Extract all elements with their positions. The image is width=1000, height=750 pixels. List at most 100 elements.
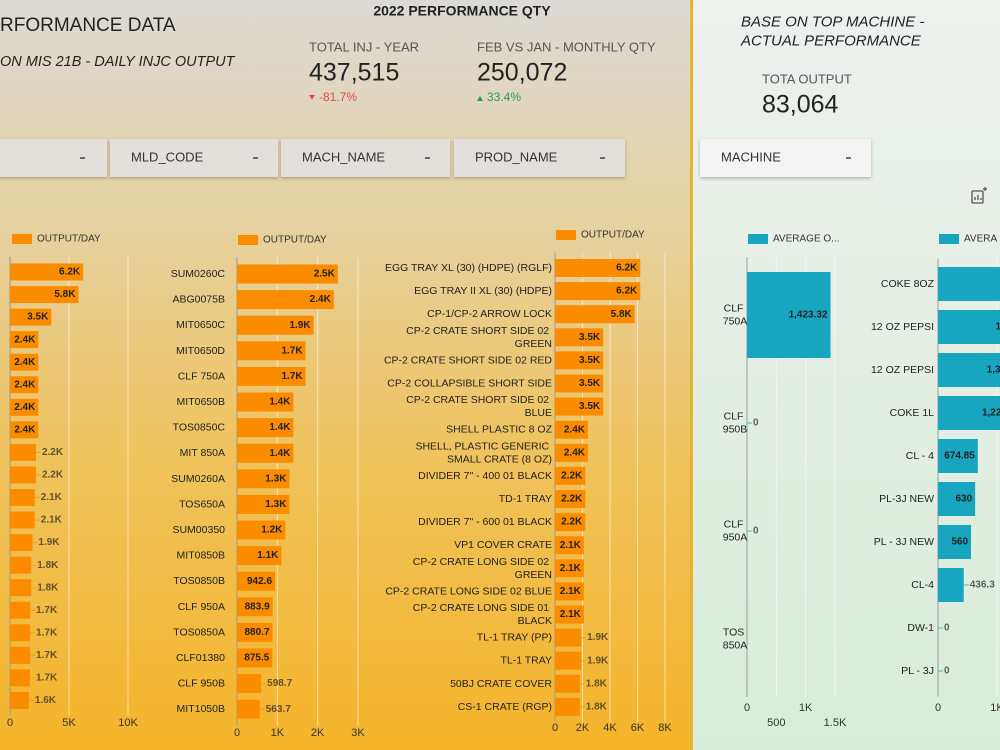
bar <box>237 341 306 361</box>
category-label: CLF 950A <box>178 601 225 613</box>
legend-swatch <box>939 234 959 244</box>
dropdown-label: MLD_CODE <box>131 149 204 164</box>
value-label: 1,300 <box>987 365 1000 376</box>
x-tick-label: 0 <box>552 722 558 734</box>
x-tick-label: 0 <box>7 717 13 729</box>
value-label: 2.4K <box>564 447 586 458</box>
bar <box>555 328 604 347</box>
panel-divider <box>690 0 693 750</box>
category-label: CLF 950B <box>723 410 748 435</box>
category-label: 12 OZ PEPSI <box>871 321 934 333</box>
bar <box>555 351 604 370</box>
value-label: 1.8K <box>586 702 608 713</box>
x-tick-label: 1K <box>990 702 1000 714</box>
bar <box>555 628 582 647</box>
value-label: 2.1K <box>41 515 63 526</box>
legend-swatch <box>238 235 258 245</box>
category-label: CP-2 CRATE SHORT SIDE 02 RED <box>384 354 552 366</box>
value-label: 1.4K <box>269 422 291 433</box>
category-label: MIT0650C <box>176 319 225 331</box>
bar <box>555 536 584 555</box>
bar <box>555 490 586 508</box>
bar <box>555 582 584 601</box>
x-tick-label: 0 <box>234 727 240 739</box>
bar <box>10 601 31 619</box>
value-label: 1.3K <box>265 473 287 484</box>
category-label: CP-2 CRATE SHORT SIDE 02 GREEN <box>406 325 552 350</box>
category-label: CP-2 CRATE SHORT SIDE 02 BLUE <box>406 394 552 419</box>
chart-icon[interactable] <box>971 187 987 204</box>
kpi-label: TOTAL INJ - YEAR <box>309 39 419 54</box>
kpi-delta-text: -81.7% <box>319 90 357 104</box>
category-label: CP-2 COLLAPSIBLE SHORT SIDE <box>387 377 552 389</box>
category-label: 12 OZ PEPSI <box>871 364 934 376</box>
bar <box>10 308 52 326</box>
filter-dropdown[interactable] <box>0 139 107 177</box>
category-label: PL - 3J NEW <box>874 536 934 548</box>
legend-swatch <box>748 234 768 244</box>
value-label: 1.9K <box>587 632 609 643</box>
value-label: 3.5K <box>579 401 601 412</box>
bar <box>555 397 604 416</box>
bar <box>10 376 39 394</box>
dropdown-box <box>454 139 625 177</box>
category-label: TOS650A <box>179 498 225 510</box>
dropdown-label: MACHINE <box>721 149 781 164</box>
bar <box>10 466 36 484</box>
dashboard-subtitle: ON MIS 21B - DAILY INJC OUTPUT <box>0 54 236 70</box>
category-label: 50BJ CRATE COVER <box>450 678 552 690</box>
category-label: CP-2 CRATE LONG SIDE 02 BLUE <box>385 585 552 597</box>
bar <box>938 525 972 559</box>
filter-dropdown[interactable]: MACHINE <box>700 139 871 177</box>
category-label: SHELL PLASTIC 8 OZ <box>446 423 552 435</box>
bar <box>555 374 604 393</box>
bar <box>237 392 294 412</box>
value-label: 1.9K <box>290 320 312 331</box>
x-tick-label: 0 <box>935 702 941 714</box>
bar <box>237 699 260 719</box>
value-label: 1,423.32 <box>789 310 828 321</box>
bar <box>237 443 294 463</box>
bar <box>10 691 29 709</box>
kpi-delta: 33.4% <box>477 90 521 104</box>
filter-dropdown[interactable]: PROD_NAME <box>454 139 625 177</box>
category-label: CL - 4 <box>906 450 934 462</box>
category-label: SUM0260C <box>171 268 226 280</box>
category-label: MIT0650D <box>176 345 225 357</box>
bar <box>237 264 338 284</box>
legend-label: OUTPUT/DAY <box>581 230 645 241</box>
category-label: DW-1 <box>907 622 934 634</box>
value-label: 2.2K <box>561 517 583 528</box>
value-label: 1.4K <box>269 397 291 408</box>
category-label: CLF 950A <box>723 518 748 543</box>
bar <box>10 646 31 664</box>
filter-dropdown[interactable]: MACH_NAME <box>281 139 450 177</box>
value-label: 1.3K <box>265 499 287 510</box>
bar <box>237 571 276 591</box>
value-label: 2.4K <box>14 357 36 368</box>
value-label: 875.5 <box>244 653 269 664</box>
bar <box>10 624 31 642</box>
bar <box>10 579 32 597</box>
bar <box>555 466 586 485</box>
category-label: COKE 8OZ <box>881 278 935 290</box>
bar <box>237 546 282 566</box>
filter-dropdown[interactable]: MLD_CODE <box>110 139 278 177</box>
value-label: 942.6 <box>247 576 272 587</box>
x-tick-label: 4K <box>603 722 617 734</box>
dropdown-label: PROD_NAME <box>475 149 558 164</box>
value-label: 3.5K <box>27 312 49 323</box>
x-tick-label: 8K <box>658 722 672 734</box>
legend-label: AVERAGE O... <box>773 234 840 245</box>
x-tick-label: 500 <box>767 717 785 729</box>
bar <box>938 439 978 473</box>
bar <box>555 674 580 693</box>
bar <box>555 259 641 277</box>
value-label: 630 <box>955 494 972 505</box>
bar <box>10 421 39 439</box>
bar <box>237 622 273 642</box>
bar <box>10 286 79 304</box>
value-label: 0 <box>753 418 759 429</box>
